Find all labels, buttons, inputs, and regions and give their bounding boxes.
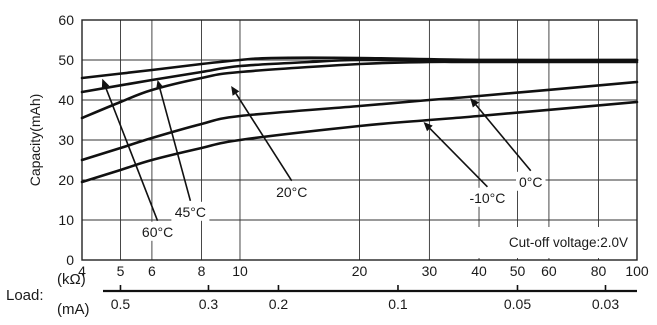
secondary-axis-ticks: 0.5 0.3 0.2 0.1 0.05 0.03	[111, 285, 619, 312]
series-line	[80, 58, 639, 94]
secondary-tick-label: 0.1	[388, 296, 408, 312]
y-tick-label: 30	[58, 132, 74, 148]
y-tick-label: 10	[58, 212, 74, 228]
y-tick-label: 60	[58, 12, 74, 28]
secondary-tick-label: 0.03	[592, 296, 619, 312]
y-tick-label: 50	[58, 52, 74, 68]
series-arrowhead	[470, 98, 480, 108]
annotation-text: Cut-off voltage:2.0V	[509, 235, 628, 250]
plot-frame	[81, 19, 638, 261]
y-tick-label: 20	[58, 172, 74, 188]
series-arrowhead	[231, 86, 240, 96]
x-tick-label: 60	[541, 263, 557, 279]
series-arrow	[159, 88, 192, 202]
series-label-bg	[464, 187, 511, 207]
series-line	[80, 60, 639, 120]
secondary-tick-label: 0.3	[199, 296, 219, 312]
y-axis-label: Capacity(mAh)	[27, 94, 43, 187]
x-tick-label: 80	[591, 263, 607, 279]
series-arrow	[104, 86, 159, 222]
series-label: 60°C	[142, 224, 173, 240]
ma-unit-label: (mA)	[57, 301, 90, 318]
kohm-unit-label: (kΩ)	[57, 271, 86, 288]
series-label: 45°C	[175, 204, 206, 220]
series-arrow	[475, 104, 532, 172]
y-tick-label: 40	[58, 92, 74, 108]
y-tick-label: 0	[66, 252, 74, 268]
series-label-bg	[516, 171, 546, 191]
series-arrow	[429, 127, 488, 188]
series-lines	[80, 56, 639, 184]
x-tick-label: 6	[148, 263, 156, 279]
x-tick-label: 10	[232, 263, 248, 279]
series-line	[80, 100, 639, 184]
series-label: 0°C	[519, 174, 543, 190]
secondary-tick-label: 0.5	[111, 296, 131, 312]
series-label: 20°C	[276, 184, 307, 200]
series-labels: 60°C45°C 20°C 0°C -10°C	[101, 78, 546, 241]
y-tick-labels: 0 10 20 30 40 50 60	[58, 12, 74, 268]
annotation-box	[447, 227, 635, 258]
series-arrowhead	[423, 122, 433, 132]
secondary-tick-label: 0.05	[504, 296, 531, 312]
x-tick-label: 20	[352, 263, 368, 279]
secondary-tick-label: 0.2	[269, 296, 289, 312]
series-label-bg	[138, 221, 177, 241]
load-label: Load:	[6, 287, 44, 304]
x-tick-label: 5	[117, 263, 125, 279]
x-tick-labels: 4 5 6 8 10 20 30 40 50 60 80 100	[78, 263, 649, 279]
x-tick-label: 50	[510, 263, 526, 279]
series-label-bg	[171, 201, 210, 221]
series-arrowhead	[101, 78, 110, 89]
x-tick-label: 40	[471, 263, 487, 279]
series-label: -10°C	[469, 190, 505, 206]
x-tick-label: 30	[422, 263, 438, 279]
x-tick-label: 100	[625, 263, 649, 279]
series-line	[80, 80, 639, 162]
series-arrowhead	[156, 80, 164, 90]
series-label-bg	[272, 181, 311, 201]
x-tick-label: 4	[78, 263, 86, 279]
series-arrow	[235, 93, 293, 182]
x-tick-label: 8	[198, 263, 206, 279]
